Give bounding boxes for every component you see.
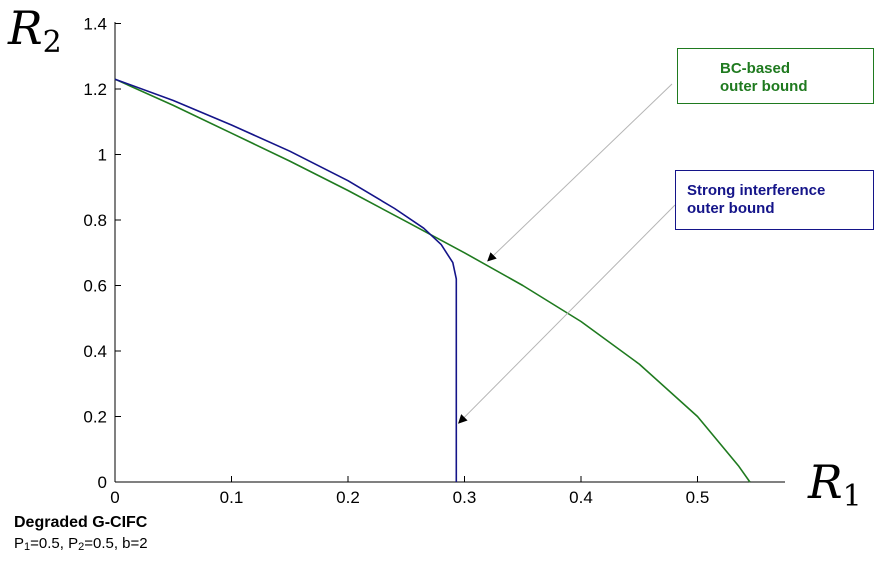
- bc-bound-label-line-2: outer bound: [720, 78, 808, 95]
- x-tick-label: 0: [110, 488, 119, 507]
- y-tick-label: 0.8: [83, 211, 107, 230]
- param-p2-value: =0.5, b=2: [84, 535, 148, 552]
- x-tick-label: 0.3: [453, 488, 477, 507]
- tick-labels: 0 0.1 0.2 0.3 0.4 0.5 0 0.2 0.4 0.6 0.8 1 1.2 1.4: [83, 15, 709, 508]
- y-tick-label: 1.2: [83, 80, 107, 99]
- series-line-strong-interference-outer-bound: [114, 78, 458, 482]
- bc-bound-label-box: BC-based outer bound: [677, 48, 874, 104]
- y-axis-label: R2: [7, 1, 62, 60]
- param-p1-prefix: P: [14, 535, 25, 552]
- x-tick-label: 0.4: [569, 488, 593, 507]
- y-tick-label: 1: [98, 146, 107, 165]
- figure-note-params: P1=0.5, P2=0.5, b=2: [14, 535, 148, 553]
- x-tick-label: 0.2: [336, 488, 360, 507]
- annotation-arrow-2: [458, 204, 676, 424]
- strong-interference-label-line-2: outer bound: [687, 200, 775, 217]
- y-tick-label: 0.6: [83, 277, 107, 296]
- y-tick-label: 1.4: [83, 15, 107, 34]
- series-line-bc-based-outer-bound: [114, 78, 751, 483]
- strong-interference-label-box: Strong interference outer bound: [675, 170, 874, 230]
- series-layer: [114, 78, 751, 483]
- param-p1-value: =0.5,: [30, 535, 69, 552]
- x-axis-label: R1: [807, 455, 862, 514]
- param-p2-sub: 2: [78, 541, 85, 553]
- axes: [114, 22, 785, 483]
- bc-bound-label-line-1: BC-based: [720, 60, 791, 77]
- strong-interference-label-line-1: Strong interference: [687, 182, 826, 199]
- annotation-arrow-1: [487, 83, 673, 262]
- y-tick-label: 0: [98, 473, 107, 492]
- x-tick-label: 0.1: [220, 488, 244, 507]
- y-tick-label: 0.4: [83, 342, 107, 361]
- x-tick-label: 0.5: [686, 488, 710, 507]
- annotation-arrows: [458, 83, 676, 424]
- y-tick-label: 0.2: [83, 408, 107, 427]
- figure-note-title: Degraded G-CIFC: [14, 514, 148, 531]
- param-p2-prefix: P: [68, 535, 79, 552]
- param-p1-sub: 1: [24, 541, 31, 553]
